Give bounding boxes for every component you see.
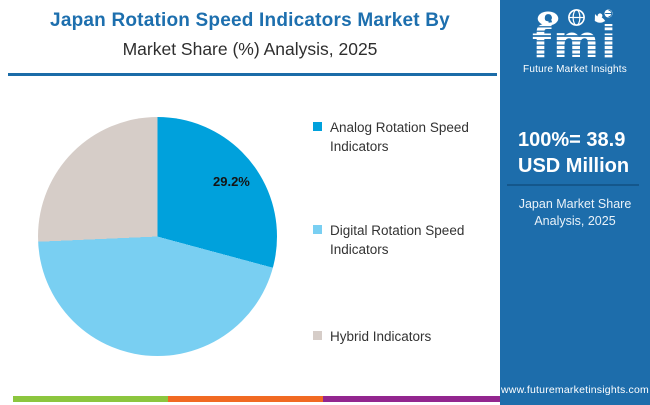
legend-item: Hybrid Indicators [313, 327, 478, 346]
main-area: Japan Rotation Speed Indicators Market B… [0, 0, 500, 405]
legend-swatch-digital [313, 225, 322, 234]
website-url: www.futuremarketinsights.com [501, 384, 649, 396]
page-title: Japan Rotation Speed Indicators Market B… [50, 10, 450, 31]
legend-item: Analog Rotation Speed Indicators [313, 118, 478, 156]
page-subtitle: Market Share (%) Analysis, 2025 [122, 39, 378, 59]
legend-swatch-analog [313, 122, 322, 131]
sidebar-divider [507, 184, 639, 186]
market-total-stat: 100%= 38.9 USD Million [518, 127, 629, 179]
pie-slice-label: 29.2% [213, 174, 250, 189]
title-underline [8, 73, 497, 76]
footer-bar-segment-purple [323, 396, 500, 402]
fmi-logo: fmi Future Market Insights [500, 9, 650, 75]
logo-icons-row [500, 9, 650, 26]
analysis-note: Japan Market Share Analysis, 2025 [500, 196, 650, 230]
legend-label: Analog Rotation Speed Indicators [330, 120, 469, 154]
stat-line2: USD Million [518, 155, 630, 177]
footer-bar-segment-orange [168, 396, 323, 402]
header: Japan Rotation Speed Indicators Market B… [0, 7, 500, 63]
brand-sidebar: fmi Future Market Insights 100%= 38.9 US… [500, 0, 650, 405]
globe-icon [567, 9, 585, 26]
legend-label: Digital Rotation Speed Indicators [330, 223, 465, 257]
chart-legend: Analog Rotation Speed Indicators Digital… [313, 0, 488, 405]
footer-bar-segment-green [13, 396, 168, 402]
note-line1: Japan Market Share [518, 197, 632, 211]
footer-color-bar [13, 396, 500, 402]
logo-wordmark: fmi [500, 21, 650, 65]
legend-item: Digital Rotation Speed Indicators [313, 221, 478, 259]
person-with-globe-icon [594, 9, 614, 26]
head-profile-icon [537, 11, 559, 26]
stat-line1: 100%= 38.9 [518, 129, 626, 151]
legend-label: Hybrid Indicators [330, 329, 432, 344]
pie-chart: 29.2% [38, 117, 277, 356]
legend-swatch-hybrid [313, 331, 322, 340]
logo-tagline: Future Market Insights [523, 64, 627, 75]
note-line2: Analysis, 2025 [534, 214, 616, 228]
